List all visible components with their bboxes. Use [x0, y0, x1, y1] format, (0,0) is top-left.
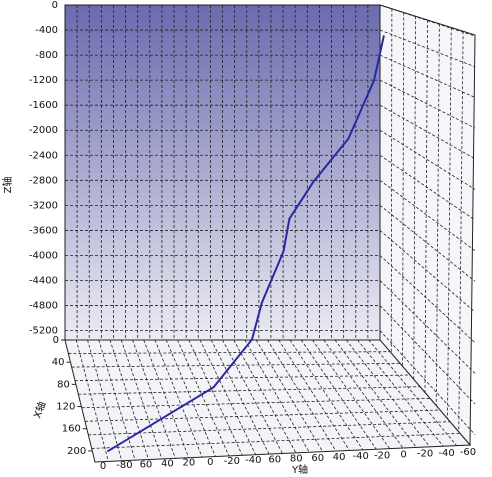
y-tick-label: -60: [460, 447, 476, 458]
grid-line-minor: [413, 16, 417, 380]
grid-line: [379, 230, 476, 313]
grid-line-minor: [289, 339, 364, 451]
z-tick-label: -800: [35, 50, 58, 61]
grid-line-minor: [323, 339, 404, 449]
grid-line-minor: [75, 339, 109, 462]
grid-line-minor: [165, 339, 216, 457]
grid: [65, 4, 476, 462]
grid-line-minor: [368, 339, 457, 446]
y-tick-label: 0: [207, 457, 213, 468]
grid-line-minor: [244, 339, 310, 453]
grid-line: [379, 154, 476, 221]
x-tick-label: 160: [62, 424, 81, 435]
grid-line-minor: [312, 339, 390, 449]
grid-line: [379, 129, 476, 190]
grid-line-minor: [91, 432, 461, 449]
grid-line-minor: [81, 397, 431, 409]
grid-line-minor: [68, 351, 391, 354]
y-tick-label: 40: [333, 452, 346, 463]
x-tick-label: 120: [56, 402, 75, 413]
grid-line: [379, 205, 476, 282]
y-tick-label: -40: [438, 448, 454, 459]
grid-line: [379, 54, 476, 98]
grid-line: [379, 79, 476, 129]
grid-line-minor: [177, 339, 230, 457]
grid-line-minor: [458, 31, 464, 432]
grid-line-minor: [74, 374, 411, 382]
y-tick-label: 0: [400, 449, 406, 460]
z-tick-label: -3600: [29, 225, 58, 236]
grid-line-minor: [78, 386, 421, 395]
grid-line-minor: [357, 339, 444, 447]
grid-line-minor: [278, 339, 350, 451]
grid-line-minor: [98, 339, 136, 461]
z-tick-label: -4800: [29, 301, 58, 312]
z-tick-label: -3200: [29, 200, 58, 211]
grid-line: [379, 305, 476, 405]
grid-line: [379, 330, 476, 435]
grid-line-minor: [143, 339, 190, 458]
x-tick-label: 200: [67, 446, 86, 457]
y-tick-label: -20: [374, 450, 390, 461]
grid-line-minor: [300, 339, 377, 450]
grid-line: [379, 255, 476, 343]
grid-line-minor: [88, 421, 451, 436]
y-tick-label: -40: [352, 451, 368, 462]
grid-line-minor: [199, 339, 257, 455]
grid-line-minor: [390, 8, 393, 354]
z-tick-label: -2000: [29, 125, 58, 136]
grid-line-minor: [345, 339, 431, 448]
trajectory: [106, 35, 385, 453]
y-tick-label: 80: [290, 454, 303, 465]
y-tick-label: -20: [417, 449, 433, 460]
z-tick-label: -4000: [29, 250, 58, 261]
y-tick-label: -80: [116, 460, 132, 471]
grid-line-minor: [402, 12, 405, 367]
y-tick-label: 60: [311, 453, 324, 464]
x-tick-label: 80: [57, 379, 70, 390]
grid-line-minor: [424, 19, 428, 393]
grid-line-minor: [267, 339, 337, 452]
z-tick-label: -2800: [29, 175, 58, 186]
grid-line-minor: [447, 27, 452, 419]
grid-line-minor: [222, 339, 283, 454]
y-tick-label: -40: [245, 455, 261, 466]
z-tick-label: -4400: [29, 276, 58, 287]
grid-line: [379, 29, 476, 68]
grid-line: [379, 280, 476, 374]
y-tick-label: 60: [268, 454, 281, 465]
y-tick-label: -20: [224, 456, 240, 467]
x-axis-label: X轴: [31, 400, 49, 420]
grid-line-minor: [87, 339, 123, 461]
grid-line: [379, 4, 476, 37]
y-axis-label: Y轴: [291, 463, 308, 476]
z-tick-label: -5200: [29, 326, 58, 337]
x-tick-label: 0: [53, 335, 59, 346]
grid-line-minor: [255, 339, 324, 452]
grid-line-minor: [435, 23, 440, 406]
y-tick-label: 20: [183, 458, 196, 469]
z-tick-label: 0: [52, 0, 58, 11]
z-tick-label: -1200: [29, 75, 58, 86]
y-tick-label: 60: [140, 459, 153, 470]
grid-line-minor: [334, 339, 417, 448]
grid-line-minor: [84, 409, 441, 422]
grid-line-minor: [233, 339, 297, 454]
grid-line-minor: [188, 339, 243, 456]
grid-line-minor: [210, 339, 270, 455]
grid-line-minor: [120, 339, 163, 460]
x-tick-label: 40: [52, 357, 65, 368]
z-tick-label: -2400: [29, 150, 58, 161]
grid-line: [379, 104, 476, 160]
grid-line-minor: [109, 339, 149, 460]
grid-line-minor: [132, 339, 176, 459]
y-tick-label: 0: [100, 461, 106, 472]
z-axis-label: Z轴: [1, 177, 14, 194]
z-tick-label: -400: [35, 25, 58, 36]
z-tick-label: -1600: [29, 100, 58, 111]
grid-line-minor: [154, 339, 203, 458]
y-tick-label: 40: [161, 459, 174, 470]
